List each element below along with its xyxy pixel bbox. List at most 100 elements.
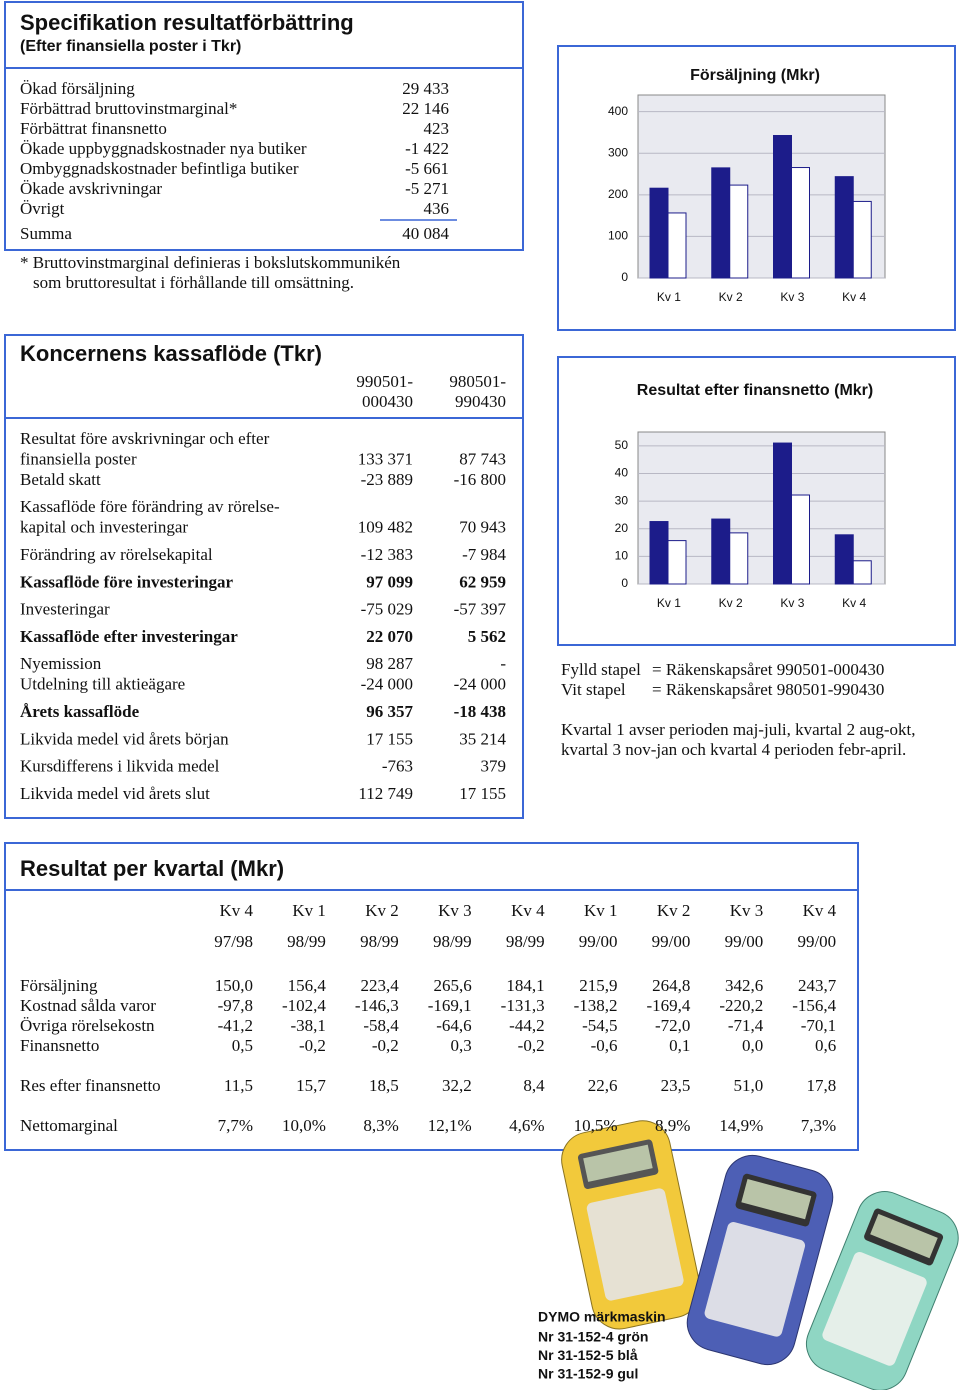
row-value: -24 000 <box>454 675 506 694</box>
row-value: 32,2 <box>442 1076 472 1095</box>
row-value: -16 800 <box>454 470 506 489</box>
row-value: 264,8 <box>652 976 690 995</box>
row-label: Investeringar <box>20 600 110 619</box>
row-value: 436 <box>424 199 450 218</box>
row-label: Ökade uppbyggnadskostnader nya butiker <box>20 139 307 158</box>
bar <box>773 135 792 279</box>
row-label: Kassaflöde före förändring av rörelse- <box>20 497 280 516</box>
row-value: 62 959 <box>459 572 506 591</box>
y-tick-label: 100 <box>608 229 628 243</box>
row-value: 14,9% <box>719 1116 763 1135</box>
row-label: kapital och investeringar <box>20 518 188 537</box>
row-value: 133 371 <box>358 449 413 468</box>
bar <box>711 518 731 585</box>
column-header: 990501- <box>356 372 413 391</box>
title: Specifikation resultatförbättring <box>20 10 354 35</box>
row-label: Likvida medel vid årets slut <box>20 784 210 803</box>
y-tick-label: 200 <box>608 187 628 201</box>
row-value: 98 287 <box>366 654 413 673</box>
bar <box>729 184 749 279</box>
y-tick-label: 20 <box>615 521 629 535</box>
row-value: -5 661 <box>405 159 449 178</box>
column-header: 99/00 <box>725 932 764 951</box>
row-value: -23 889 <box>361 470 413 489</box>
product-title: DYMO märkmaskin <box>538 1309 666 1325</box>
column-header: Kv 2 <box>657 901 691 920</box>
column-header: 99/00 <box>579 932 618 951</box>
note: kvartal 3 nov-jan och kvartal 4 perioden… <box>561 740 906 759</box>
row-value: -18 438 <box>454 702 506 721</box>
row-value: 379 <box>481 757 507 776</box>
row-value: 0,5 <box>232 1036 253 1055</box>
row-value: 243,7 <box>798 976 837 995</box>
row-value: -12 383 <box>361 545 413 564</box>
row-label: Kassaflöde före investeringar <box>20 572 234 591</box>
x-tick-label: Kv 1 <box>657 596 681 610</box>
row-value: 97 099 <box>366 572 413 591</box>
row-value: -71,4 <box>728 1016 764 1035</box>
quarterly-box <box>4 842 859 1151</box>
total-value: 40 084 <box>402 224 449 243</box>
x-tick-label: Kv 3 <box>780 290 804 304</box>
column-header: Kv 4 <box>219 901 253 920</box>
row-value: 70 943 <box>459 518 506 537</box>
cashflow-box <box>4 334 524 819</box>
row-value: -146,3 <box>355 996 399 1015</box>
row-value: 0,0 <box>742 1036 763 1055</box>
bar <box>773 442 792 585</box>
chart-title: Resultat efter finansnetto (Mkr) <box>637 382 873 399</box>
row-label: Finansnetto <box>20 1036 99 1055</box>
row-value: -70,1 <box>801 1016 836 1035</box>
x-tick-label: Kv 2 <box>719 596 743 610</box>
bar <box>791 494 810 585</box>
row-value: 0,6 <box>815 1036 836 1055</box>
column-header: 99/00 <box>797 932 836 951</box>
row-value: -54,5 <box>582 1016 617 1035</box>
row-value: 156,4 <box>288 976 327 995</box>
row-value: 5 562 <box>468 627 506 646</box>
column-header: 990430 <box>455 392 506 411</box>
legend-key: Fylld stapel <box>561 660 641 679</box>
row-value: 8,9% <box>655 1116 690 1135</box>
column-header: 980501- <box>449 372 506 391</box>
bar <box>791 167 810 279</box>
column-header: Kv 1 <box>584 901 618 920</box>
row-value: -64,6 <box>436 1016 471 1035</box>
row-label: Res efter finansnetto <box>20 1076 161 1095</box>
row-value: 8,4 <box>523 1076 545 1095</box>
y-tick-label: 10 <box>615 549 629 563</box>
row-label: Ökade avskrivningar <box>20 179 162 198</box>
column-header: Kv 4 <box>803 901 837 920</box>
row-value: -169,1 <box>428 996 472 1015</box>
column-header: Kv 3 <box>438 901 472 920</box>
row-label: Ökad försäljning <box>20 79 135 98</box>
row-value: 87 743 <box>459 449 506 468</box>
bar <box>667 212 687 279</box>
title: Koncernens kassaflöde (Tkr) <box>20 341 322 366</box>
row-value: 22 146 <box>402 99 449 118</box>
row-value: 8,3% <box>363 1116 398 1135</box>
row-label: Kursdifferens i likvida medel <box>20 757 220 776</box>
row-value: -138,2 <box>574 996 618 1015</box>
row-value: -102,4 <box>282 996 326 1015</box>
row-label: Årets kassaflöde <box>20 702 140 721</box>
bar <box>834 176 854 279</box>
row-value: -169,4 <box>646 996 690 1015</box>
row-value: 96 357 <box>366 702 413 721</box>
row-label: Kostnad sålda varor <box>20 996 156 1015</box>
row-value: 10,5% <box>574 1116 618 1135</box>
row-value: -220,2 <box>719 996 763 1015</box>
total-label: Summa <box>20 224 72 243</box>
row-value: -58,4 <box>363 1016 399 1035</box>
row-value: -38,1 <box>290 1016 325 1035</box>
row-value: 35 214 <box>459 729 506 748</box>
row-value: 17 155 <box>366 729 413 748</box>
row-value: -72,0 <box>655 1016 690 1035</box>
y-tick-label: 300 <box>608 145 628 159</box>
footnote: som bruttoresultat i förhållande till om… <box>33 273 354 292</box>
chart-box <box>557 356 956 646</box>
y-tick-label: 40 <box>615 466 629 480</box>
bar <box>852 200 872 279</box>
row-value: 109 482 <box>358 518 413 537</box>
title: Resultat per kvartal (Mkr) <box>20 856 284 881</box>
